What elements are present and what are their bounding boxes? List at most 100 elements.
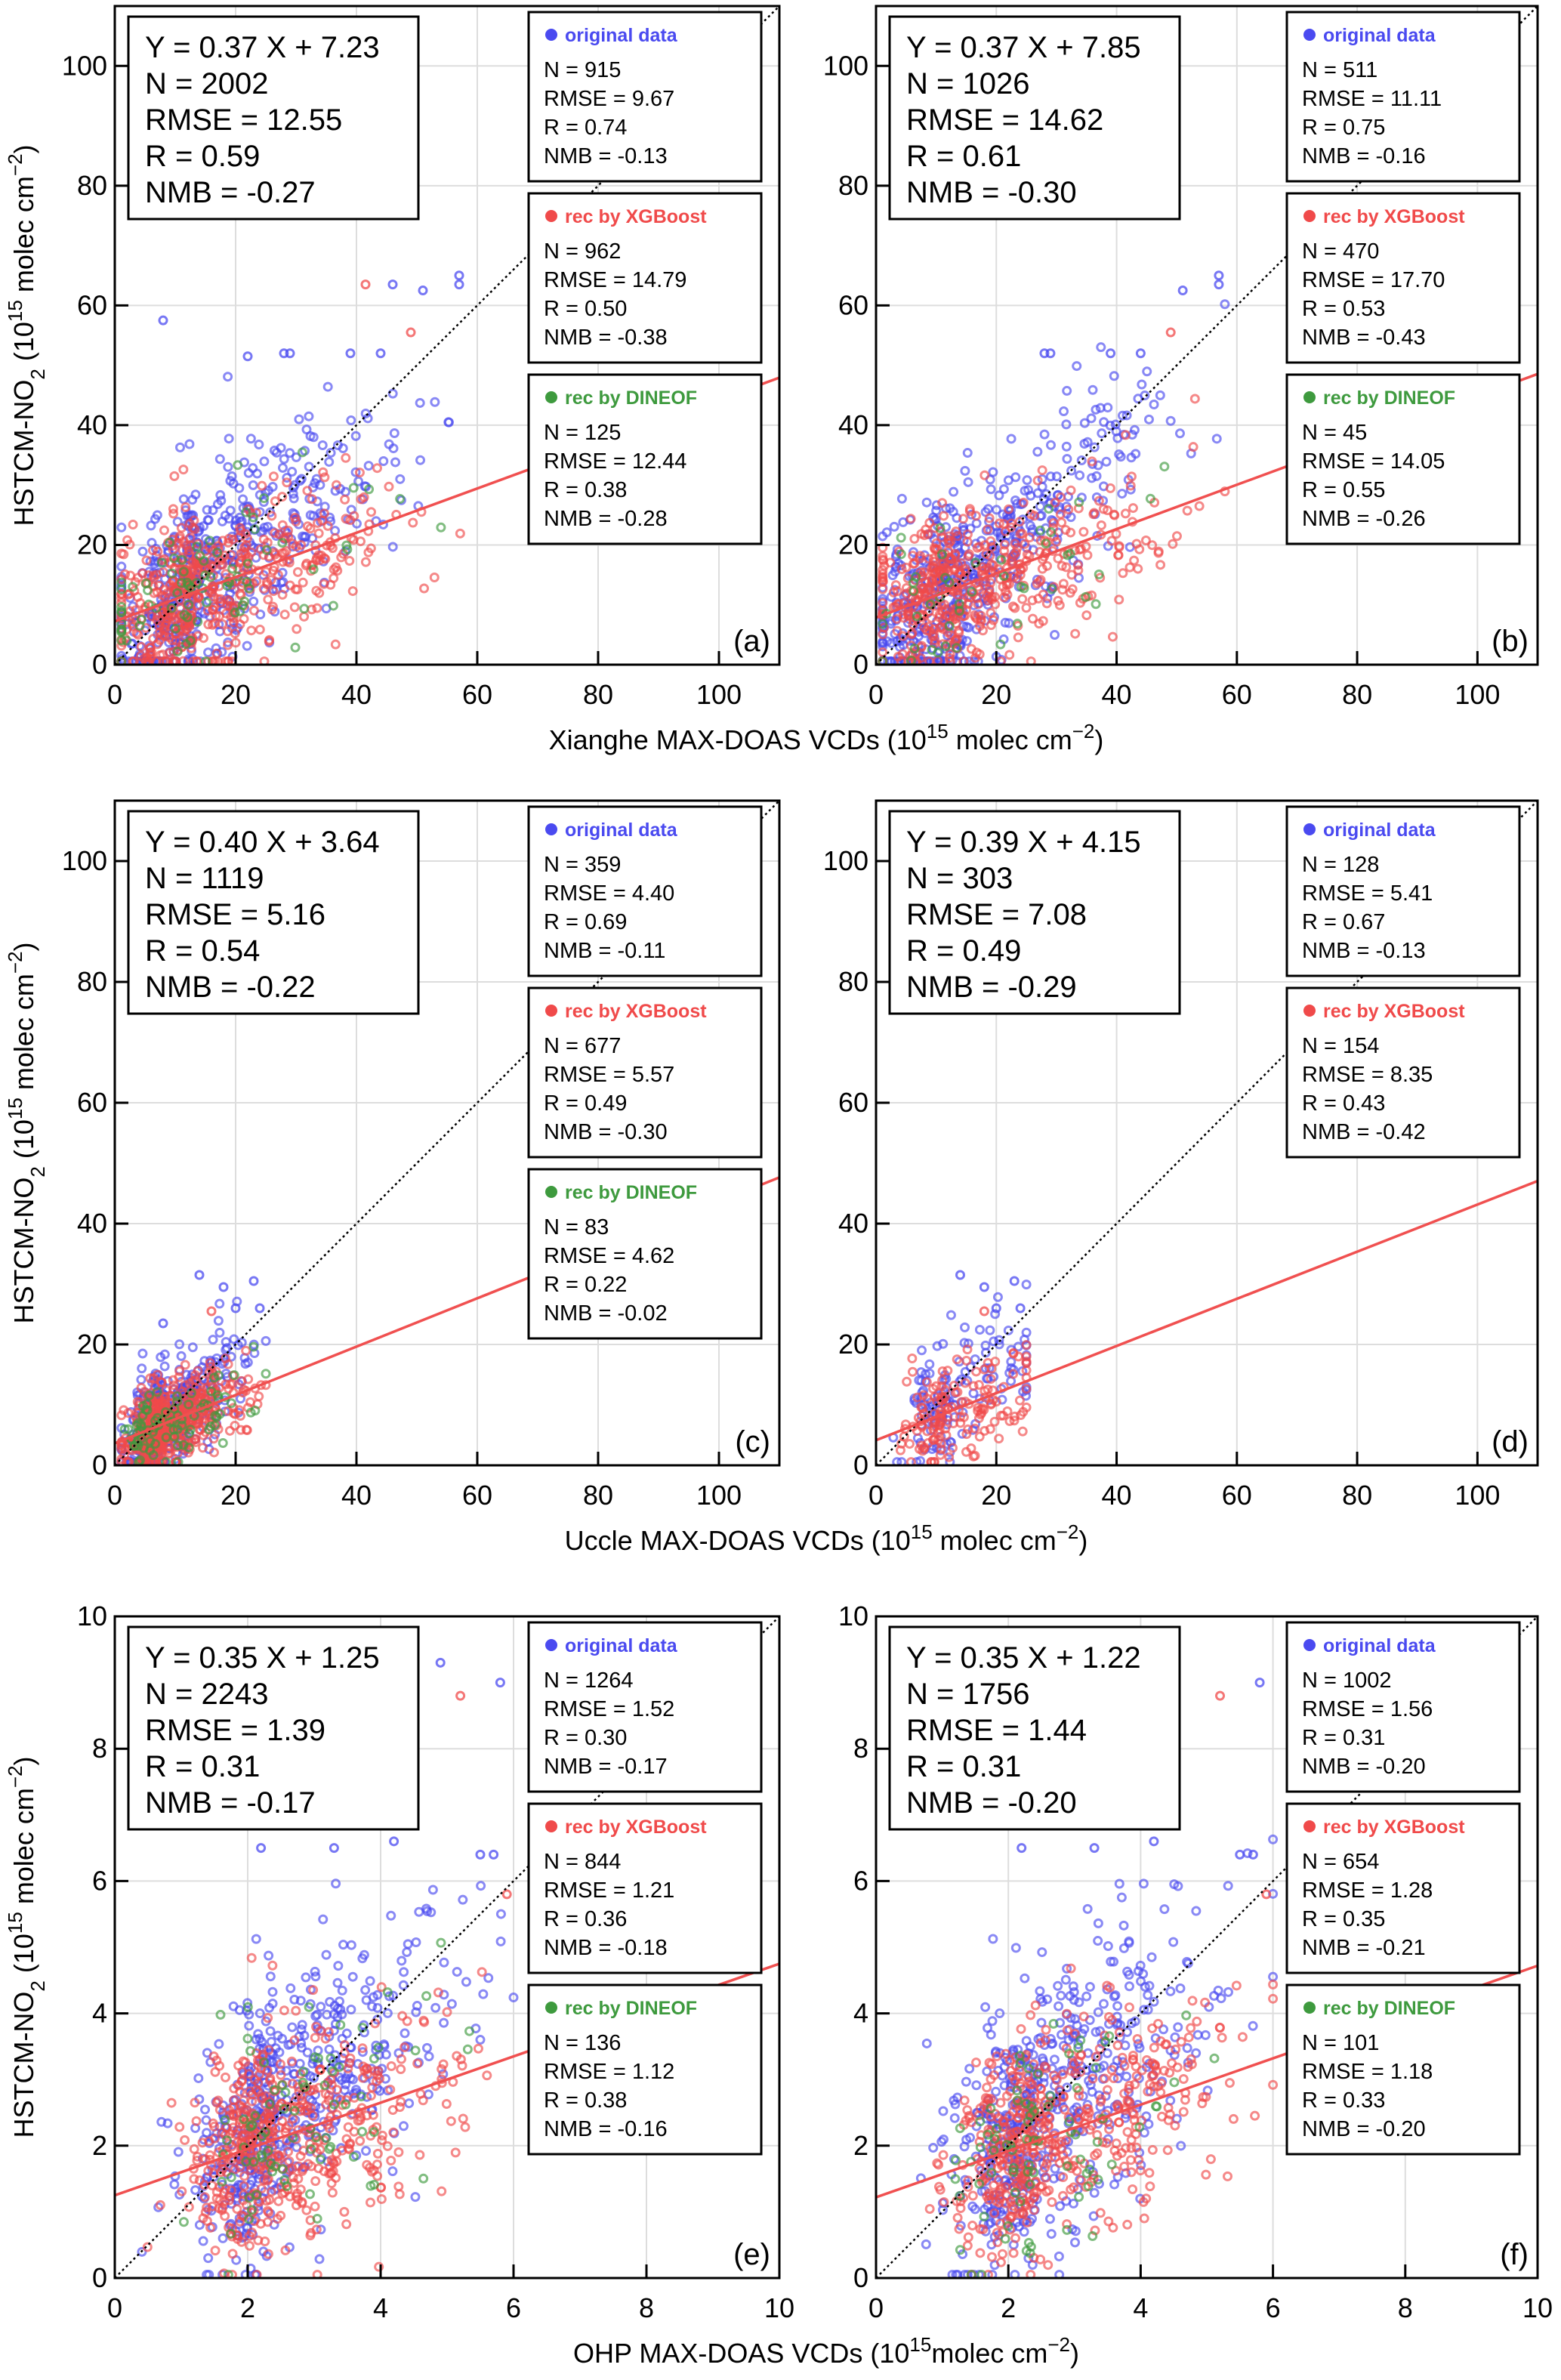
data-point-dineof	[1012, 619, 1023, 629]
data-point-original	[1003, 1325, 1013, 1335]
data-point-original	[288, 508, 298, 518]
data-point-xgboost	[418, 2095, 428, 2106]
data-point-original	[1021, 1280, 1032, 1290]
data-point-original	[1101, 456, 1112, 467]
data-point-xgboost	[128, 520, 138, 530]
data-point-xgboost	[119, 1405, 129, 1415]
data-point-dineof	[356, 2091, 366, 2102]
data-point-xgboost	[221, 1354, 231, 1364]
data-point-xgboost	[307, 604, 317, 615]
data-point-dineof	[200, 570, 211, 581]
data-point-original	[254, 440, 264, 450]
data-point-xgboost	[924, 517, 935, 528]
data-point-original	[337, 1985, 347, 1996]
data-point-xgboost	[190, 524, 200, 535]
data-point-original	[256, 1843, 267, 1854]
data-point-xgboost	[961, 1355, 972, 1366]
data-point-original	[137, 1348, 148, 1359]
data-point-xgboost	[235, 1410, 245, 1421]
data-point-xgboost	[994, 518, 1004, 529]
data-point-original	[961, 636, 972, 647]
data-point-xgboost	[317, 515, 328, 526]
data-point-xgboost	[943, 531, 954, 542]
data-point-original	[242, 641, 252, 651]
data-point-xgboost	[961, 1429, 972, 1440]
data-point-original	[230, 1303, 241, 1313]
data-point-xgboost	[262, 2206, 273, 2216]
panel-label: (a)	[733, 625, 770, 658]
legend-stat-line: N = 962	[544, 239, 621, 264]
legend-box-frame	[527, 986, 763, 1159]
data-point-original	[332, 1977, 343, 1988]
data-point-xgboost	[912, 1392, 923, 1403]
data-point-original	[1087, 384, 1098, 395]
data-point-xgboost	[177, 1386, 188, 1397]
data-point-xgboost	[944, 1452, 955, 1462]
data-point-original	[285, 448, 295, 458]
data-point-dineof	[1041, 539, 1051, 549]
data-point-dineof	[116, 584, 127, 594]
data-point-dineof	[116, 656, 127, 665]
data-point-xgboost	[393, 2181, 404, 2192]
summary-line: N = 2243	[145, 1678, 268, 1711]
data-point-xgboost	[382, 2141, 393, 2151]
data-point-xgboost	[964, 506, 975, 517]
data-point-xgboost	[190, 1370, 201, 1381]
data-point-xgboost	[162, 656, 172, 665]
data-point-xgboost	[268, 565, 279, 576]
data-point-xgboost	[184, 2202, 194, 2212]
data-point-original	[350, 467, 361, 477]
data-point-xgboost	[916, 1402, 927, 1412]
data-point-original	[361, 2146, 372, 2156]
data-point-dineof	[122, 635, 132, 646]
data-point-xgboost	[984, 593, 995, 603]
data-point-xgboost	[193, 592, 204, 603]
data-point-dineof	[1091, 599, 1101, 610]
data-point-xgboost	[1067, 584, 1078, 594]
data-point-xgboost	[176, 523, 187, 533]
data-point-xgboost	[262, 537, 273, 548]
legend-stat-line: N = 511	[1302, 58, 1377, 82]
data-point-original	[184, 439, 195, 449]
data-point-dineof	[312, 2213, 322, 2224]
data-point-original	[411, 2007, 421, 2017]
data-point-dineof	[912, 611, 922, 622]
y-tick-label: 80	[838, 170, 868, 201]
data-point-xgboost	[972, 593, 983, 603]
data-point-xgboost	[958, 656, 969, 665]
data-point-xgboost	[442, 2007, 452, 2017]
legend-stat-line: N = 915	[544, 58, 621, 82]
data-point-xgboost	[232, 2230, 242, 2240]
data-point-original	[1106, 348, 1116, 359]
summary-box-frame	[127, 1625, 420, 1831]
data-point-xgboost	[236, 1425, 246, 1435]
data-point-original	[332, 440, 343, 451]
data-point-dineof	[1159, 461, 1170, 472]
data-point-xgboost	[239, 2171, 250, 2181]
data-point-xgboost	[251, 2270, 262, 2278]
data-point-xgboost	[302, 521, 313, 532]
data-point-original	[985, 1325, 995, 1335]
data-point-xgboost	[355, 2135, 366, 2146]
data-point-xgboost	[501, 1889, 512, 1900]
legend-stat-line: NMB = -0.38	[544, 326, 668, 350]
data-point-original	[159, 1361, 170, 1372]
data-point-original	[287, 467, 298, 477]
data-point-xgboost	[926, 1457, 936, 1465]
data-point-xgboost	[170, 656, 180, 665]
data-point-original	[1039, 348, 1050, 359]
data-point-xgboost	[205, 2150, 215, 2160]
data-point-dineof	[116, 601, 127, 612]
data-point-xgboost	[289, 2035, 300, 2045]
data-point-original	[187, 1342, 198, 1353]
data-point-original	[1039, 429, 1050, 440]
data-point-dineof	[995, 639, 1006, 650]
data-point-dineof	[223, 2270, 233, 2278]
data-point-original	[301, 424, 312, 435]
data-point-original	[1076, 455, 1087, 465]
data-point-xgboost	[341, 2219, 352, 2230]
data-point-original	[1032, 488, 1043, 499]
data-point-dineof	[464, 2026, 475, 2036]
